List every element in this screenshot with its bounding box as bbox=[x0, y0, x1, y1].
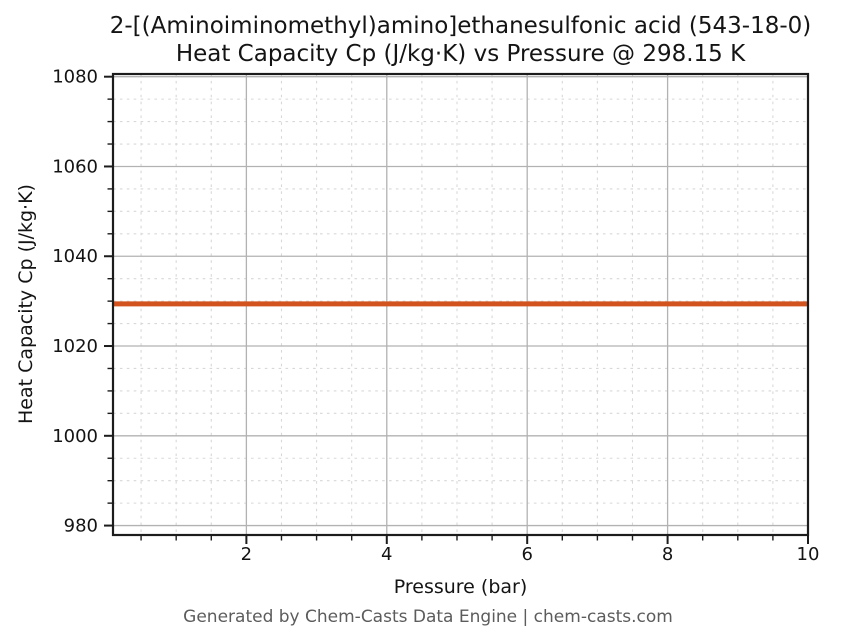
chart-title-line-2: Heat Capacity Cp (J/kg·K) vs Pressure @ … bbox=[175, 41, 746, 67]
x-axis-label: Pressure (bar) bbox=[393, 576, 528, 598]
y-tick-label: 1040 bbox=[52, 246, 98, 267]
y-axis-label: Heat Capacity Cp (J/kg·K) bbox=[15, 184, 37, 424]
chart-title: 2-[(Aminoiminomethyl)amino]ethanesulfoni… bbox=[110, 12, 812, 68]
x-tick-label: 2 bbox=[241, 544, 252, 565]
x-tick-label: 6 bbox=[521, 544, 532, 565]
plot-border bbox=[111, 72, 810, 537]
y-tick-label: 1000 bbox=[52, 426, 98, 447]
y-tick-label: 980 bbox=[64, 516, 98, 537]
x-tick-label: 4 bbox=[381, 544, 392, 565]
x-tick-label: 8 bbox=[662, 544, 673, 565]
y-tick-label: 1060 bbox=[52, 156, 98, 177]
x-tick-label: 10 bbox=[797, 544, 820, 565]
chart-title-line-1: 2-[(Aminoiminomethyl)amino]ethanesulfoni… bbox=[109, 13, 812, 39]
y-tick-label: 1020 bbox=[52, 336, 98, 357]
footer-credit: Generated by Chem-Casts Data Engine | ch… bbox=[183, 607, 673, 627]
y-tick-label: 1080 bbox=[52, 67, 98, 88]
